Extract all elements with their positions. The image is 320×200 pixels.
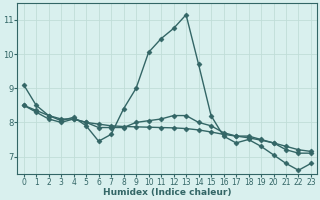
X-axis label: Humidex (Indice chaleur): Humidex (Indice chaleur): [103, 188, 232, 197]
